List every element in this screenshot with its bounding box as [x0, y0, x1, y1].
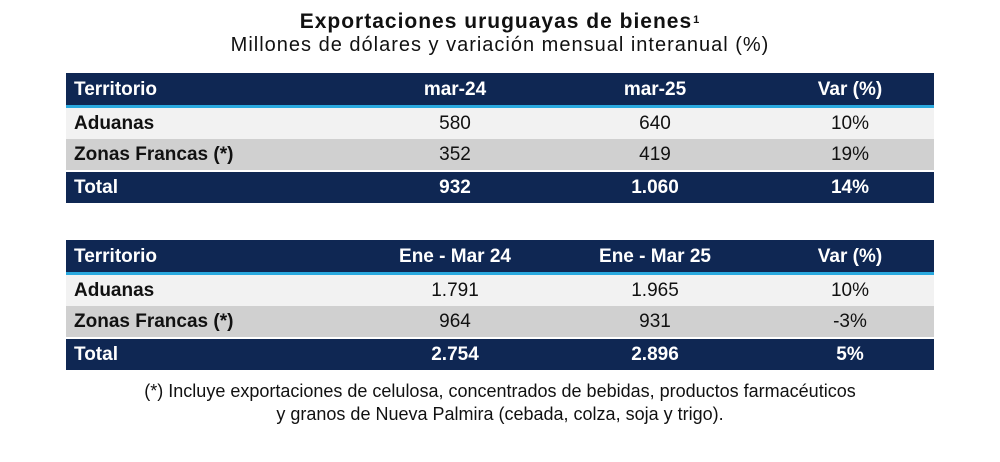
row-label: Zonas Francas (*) [66, 306, 366, 338]
title-footnote-mark: 1 [693, 14, 701, 26]
header-variation: Var (%) [766, 240, 934, 274]
monthly-exports-table: Territorio mar-24 mar-25 Var (%) Aduanas… [66, 73, 934, 203]
cell-variation: -3% [766, 306, 934, 338]
total-value: 2.754 [366, 338, 544, 370]
total-row: Total 2.754 2.896 5% [66, 338, 934, 370]
row-label: Aduanas [66, 273, 366, 306]
cell-value: 1.965 [544, 273, 766, 306]
cell-variation: 10% [766, 106, 934, 139]
table-row: Zonas Francas (*) 352 419 19% [66, 139, 934, 171]
cell-value: 964 [366, 306, 544, 338]
total-value: 932 [366, 171, 544, 203]
cell-value: 931 [544, 306, 766, 338]
table-row: Aduanas 1.791 1.965 10% [66, 273, 934, 306]
total-variation: 14% [766, 171, 934, 203]
title-block: Exportaciones uruguayas de bienes1 Millo… [0, 10, 1000, 56]
total-label: Total [66, 171, 366, 203]
total-label: Total [66, 338, 366, 370]
total-value: 1.060 [544, 171, 766, 203]
table-header-row: Territorio Ene - Mar 24 Ene - Mar 25 Var… [66, 240, 934, 274]
cell-value: 352 [366, 139, 544, 171]
header-period-1: Ene - Mar 24 [366, 240, 544, 274]
cell-value: 1.791 [366, 273, 544, 306]
row-label: Aduanas [66, 106, 366, 139]
quarterly-exports-table: Territorio Ene - Mar 24 Ene - Mar 25 Var… [66, 240, 934, 370]
cell-value: 580 [366, 106, 544, 139]
total-value: 2.896 [544, 338, 766, 370]
footnote-line-1: (*) Incluye exportaciones de celulosa, c… [144, 381, 856, 401]
header-variation: Var (%) [766, 73, 934, 107]
cell-variation: 10% [766, 273, 934, 306]
table-row: Zonas Francas (*) 964 931 -3% [66, 306, 934, 338]
header-period-2: Ene - Mar 25 [544, 240, 766, 274]
table-row: Aduanas 580 640 10% [66, 106, 934, 139]
cell-variation: 19% [766, 139, 934, 171]
page-subtitle: Millones de dólares y variación mensual … [230, 34, 770, 56]
footnote-line-2: y granos de Nueva Palmira (cebada, colza… [276, 404, 724, 424]
total-row: Total 932 1.060 14% [66, 171, 934, 203]
header-territorio: Territorio [66, 240, 366, 274]
header-territorio: Territorio [66, 73, 366, 107]
total-variation: 5% [766, 338, 934, 370]
row-label: Zonas Francas (*) [66, 139, 366, 171]
footnote: (*) Incluye exportaciones de celulosa, c… [0, 380, 1000, 426]
header-period-1: mar-24 [366, 73, 544, 107]
header-period-2: mar-25 [544, 73, 766, 107]
page-title: Exportaciones uruguayas de bienes1 [0, 10, 1000, 34]
title-text: Exportaciones uruguayas de bienes [299, 10, 693, 33]
cell-value: 419 [544, 139, 766, 171]
table-header-row: Territorio mar-24 mar-25 Var (%) [66, 73, 934, 107]
cell-value: 640 [544, 106, 766, 139]
